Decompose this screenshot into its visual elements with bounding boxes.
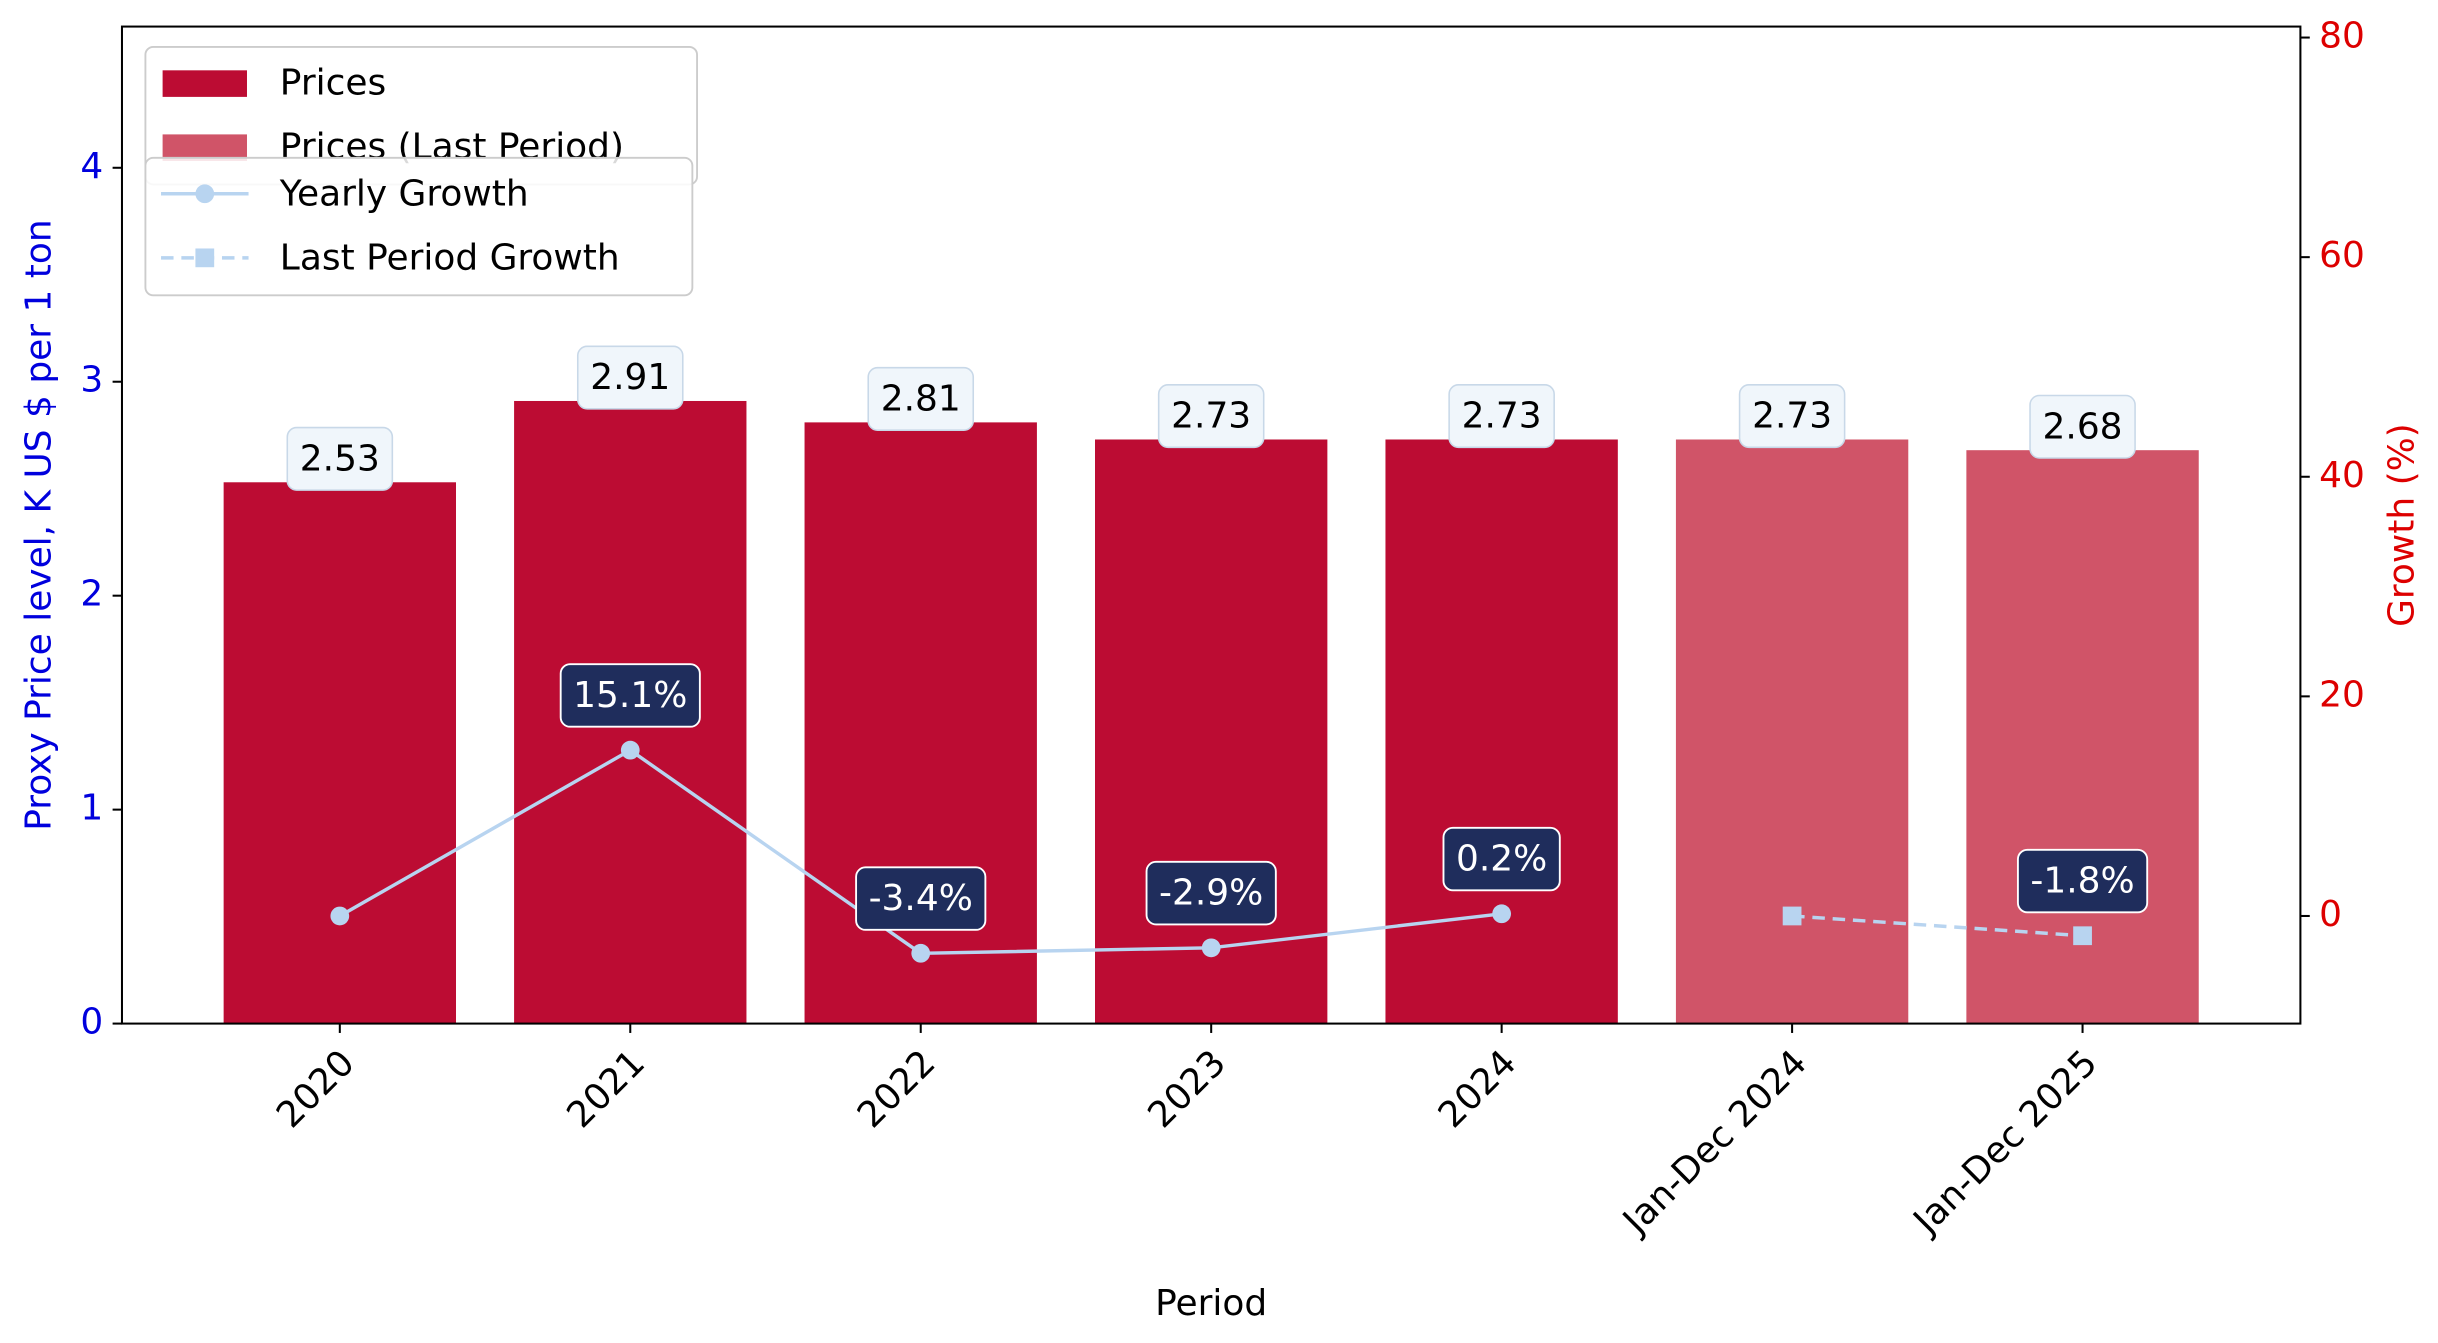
bar bbox=[223, 482, 456, 1024]
y2-tick-label: 80 bbox=[2319, 16, 2365, 57]
legend-marker bbox=[195, 248, 215, 268]
label-box bbox=[2029, 394, 2136, 459]
point-marker bbox=[2073, 926, 2092, 946]
legend-swatch bbox=[162, 70, 247, 97]
bar-label: 2.73 bbox=[1448, 384, 1555, 449]
legend-box bbox=[144, 156, 694, 297]
bar bbox=[804, 422, 1037, 1024]
bar-value-label: 2.81 bbox=[881, 378, 961, 419]
bar bbox=[1385, 439, 1618, 1024]
label-box bbox=[2016, 848, 2149, 914]
bar-value-label: 2.91 bbox=[590, 357, 670, 398]
growth-label: -2.9% bbox=[1145, 860, 1277, 926]
growth-label: 0.2% bbox=[1442, 826, 1561, 892]
growth-label: 15.1% bbox=[559, 663, 701, 728]
bar-label: 2.68 bbox=[2029, 394, 2136, 459]
label-box bbox=[1145, 860, 1277, 926]
growth-value-label: 0.2% bbox=[1456, 839, 1547, 880]
bar-value-label: 2.73 bbox=[1752, 396, 1832, 437]
y2-tick-label: 0 bbox=[2319, 894, 2342, 935]
x-axis-label: Period bbox=[1155, 1283, 1267, 1324]
line bbox=[1791, 914, 2083, 938]
point-marker bbox=[1201, 938, 1221, 958]
legend-label: Prices bbox=[280, 62, 386, 103]
label-box bbox=[1442, 826, 1561, 892]
y2-tick-label: 40 bbox=[2319, 455, 2365, 496]
growth-value-label: -3.4% bbox=[869, 878, 973, 919]
bar bbox=[1095, 439, 1328, 1024]
growth-value-label: -1.8% bbox=[2030, 861, 2134, 902]
y2-tick-label: 60 bbox=[2319, 235, 2365, 276]
bar-value-label: 2.68 bbox=[2043, 406, 2123, 447]
y-tick-label: 3 bbox=[80, 360, 103, 401]
bar-value-label: 2.53 bbox=[300, 438, 380, 479]
point-marker bbox=[330, 906, 350, 926]
bar-label: 2.81 bbox=[867, 366, 975, 431]
bar-label: 2.91 bbox=[576, 345, 684, 410]
y-tick-label: 0 bbox=[80, 1002, 103, 1043]
label-box bbox=[1448, 384, 1555, 449]
point-marker bbox=[911, 943, 931, 963]
y2-axis-label: Growth (%) bbox=[2382, 423, 2423, 627]
legend-marker bbox=[195, 184, 215, 204]
point-marker bbox=[1782, 906, 1802, 926]
legend-swatch bbox=[162, 134, 247, 161]
label-box bbox=[1157, 384, 1265, 449]
label-box bbox=[576, 345, 684, 410]
growth-value-label: -2.9% bbox=[1159, 873, 1263, 914]
bar bbox=[1675, 439, 1909, 1024]
legend-label: Last Period Growth bbox=[280, 237, 620, 278]
point-marker bbox=[620, 740, 640, 760]
bar-label: 2.53 bbox=[286, 426, 394, 491]
label-box bbox=[286, 426, 394, 491]
label-box bbox=[559, 663, 701, 728]
bar-value-label: 2.73 bbox=[1462, 396, 1542, 437]
bar-label: 2.73 bbox=[1157, 384, 1265, 449]
y2-tick-label: 20 bbox=[2319, 674, 2365, 715]
growth-label: -1.8% bbox=[2016, 848, 2149, 914]
point-marker bbox=[1492, 904, 1512, 924]
growth-value-label: 15.1% bbox=[573, 675, 687, 716]
label-box bbox=[855, 866, 987, 931]
label-box bbox=[867, 366, 975, 431]
y-tick-label: 4 bbox=[80, 146, 103, 187]
y-axis-label: Proxy Price level, K US $ per 1 ton bbox=[19, 219, 60, 830]
growth-label: -3.4% bbox=[855, 866, 987, 931]
bar-label: 2.73 bbox=[1738, 384, 1846, 449]
y-tick-label: 2 bbox=[80, 574, 103, 615]
bar-value-label: 2.73 bbox=[1171, 396, 1251, 437]
y-tick-label: 1 bbox=[80, 788, 103, 829]
legend: Yearly Growth Last Period Growth bbox=[144, 156, 694, 297]
legend-label: Yearly Growth bbox=[279, 173, 529, 214]
label-box bbox=[1738, 384, 1846, 449]
